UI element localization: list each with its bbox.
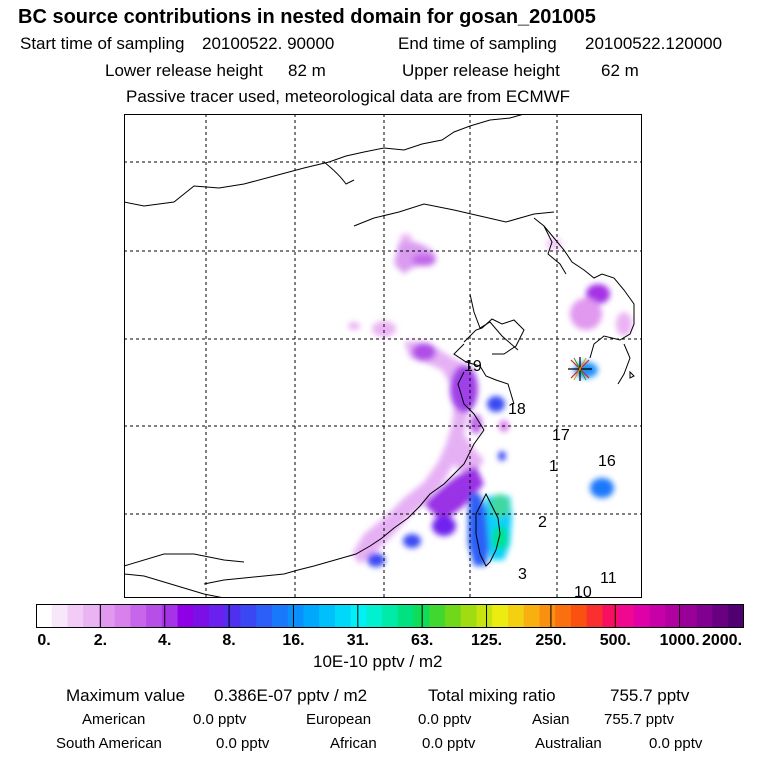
region-value-african: 0.0 pptv xyxy=(422,735,476,752)
colorbar-cell xyxy=(303,604,320,628)
colorbar-cell xyxy=(334,604,352,628)
colorbar-cell xyxy=(193,604,210,628)
region-name-american: American xyxy=(82,711,146,728)
colorbar-units: 10E-10 pptv / m2 xyxy=(313,652,443,671)
colorbar-cell xyxy=(256,604,273,628)
colorbar-cell xyxy=(649,604,666,628)
colorbar-cell xyxy=(586,604,603,628)
region-name-african: African xyxy=(330,735,377,752)
region-name-south-american: South American xyxy=(56,735,162,752)
colorbar-tick-label: 125. xyxy=(470,632,503,649)
colorbar-cell xyxy=(508,604,525,628)
region-value-american: 0.0 pptv xyxy=(193,711,247,728)
colorbar-cell xyxy=(539,604,556,628)
lower-release-label: Lower release height xyxy=(105,61,263,80)
colorbar-cell xyxy=(51,604,69,628)
colorbar-cell xyxy=(114,604,131,628)
region-value-australian: 0.0 pptv xyxy=(649,735,703,752)
colorbar-cell xyxy=(209,604,226,628)
colorbar-cell xyxy=(681,604,698,628)
plot-title: BC source contributions in nested domain… xyxy=(18,6,596,28)
receptor-marker xyxy=(568,357,592,381)
colorbar-cell xyxy=(224,604,242,628)
end-time-value: 20100522.120000 xyxy=(585,34,723,53)
region-labels: 19 18 17 1 16 2 3 11 10 xyxy=(464,358,617,598)
colorbar-cell xyxy=(350,604,367,628)
colorbar-cell xyxy=(161,604,179,628)
colorbar-cell xyxy=(555,604,572,628)
region-name-european: European xyxy=(306,711,372,728)
map-label: 17 xyxy=(552,427,570,444)
map-label: 18 xyxy=(508,401,526,418)
colorbar-cell xyxy=(319,604,336,628)
max-value-label: Maximum value xyxy=(66,686,186,705)
colorbar-cell xyxy=(492,604,509,628)
colorbar-cell xyxy=(602,604,619,628)
colorbar-tick-label: 0. xyxy=(37,632,51,649)
colorbar xyxy=(36,604,744,628)
colorbar-cell xyxy=(618,604,635,628)
colorbar-cell xyxy=(445,604,462,628)
colorbar-tick-label: 2000. xyxy=(701,632,743,649)
source-contribution-map: 19 18 17 1 16 2 3 11 10 xyxy=(124,114,642,598)
colorbar-cell xyxy=(146,604,163,628)
colorbar-tick-label: 63. xyxy=(411,632,434,649)
map-label: 3 xyxy=(518,566,527,583)
colorbar-tick-label: 1000. xyxy=(659,632,700,649)
colorbar-cell xyxy=(728,604,744,628)
colorbar-cell xyxy=(67,604,84,628)
colorbar-tick-label: 31. xyxy=(346,632,369,649)
colorbar-cell xyxy=(476,604,493,628)
colorbar-cell xyxy=(287,604,305,628)
region-value-south-american: 0.0 pptv xyxy=(216,735,270,752)
colorbar-tick-label: 2. xyxy=(93,632,108,649)
upper-release-value: 62 m xyxy=(601,61,639,80)
lower-release-value: 82 m xyxy=(288,61,326,80)
colorbar-cell xyxy=(130,604,147,628)
colorbar-tick-label: 250. xyxy=(535,632,567,649)
colorbar-cell xyxy=(382,604,399,628)
region-name-australian: Australian xyxy=(535,735,602,752)
colorbar-cell xyxy=(397,604,415,628)
colorbar-tick-label: 16. xyxy=(282,632,305,649)
colorbar-tick-label: 4. xyxy=(158,632,172,649)
colorbar-tick-label: 500. xyxy=(599,632,631,649)
map-label: 19 xyxy=(464,358,482,375)
colorbar-cell xyxy=(712,604,729,628)
region-value-asian: 755.7 pptv xyxy=(604,711,675,728)
colorbar-cell xyxy=(523,604,541,628)
map-label: 16 xyxy=(598,453,616,470)
colorbar-cell xyxy=(429,604,446,628)
map-label: 1 xyxy=(549,458,558,475)
colorbar-tick-label: 8. xyxy=(222,632,236,649)
colorbar-cell xyxy=(98,604,116,628)
end-time-label: End time of sampling xyxy=(398,34,557,53)
total-mixing-value: 755.7 pptv xyxy=(610,686,690,705)
colorbar-cell xyxy=(240,604,257,628)
graticule xyxy=(124,114,642,598)
colorbar-cell xyxy=(272,604,289,628)
colorbar-cell xyxy=(177,604,194,628)
colorbar-cell xyxy=(366,604,383,628)
start-time-value: 20100522. 90000 xyxy=(202,34,335,53)
colorbar-cell xyxy=(460,604,478,628)
tracer-note: Passive tracer used, meteorological data… xyxy=(126,87,571,106)
map-label: 10 xyxy=(574,584,592,598)
map-label: 11 xyxy=(600,570,617,587)
colorbar-cell xyxy=(633,604,651,628)
colorbar-cell xyxy=(696,604,714,628)
emission-plume xyxy=(348,234,632,567)
colorbar-cell xyxy=(665,604,682,628)
map-label: 2 xyxy=(538,514,547,531)
total-mixing-label: Total mixing ratio xyxy=(428,686,556,705)
region-value-european: 0.0 pptv xyxy=(418,711,472,728)
colorbar-cell xyxy=(570,604,588,628)
colorbar-cell xyxy=(36,604,53,628)
start-time-label: Start time of sampling xyxy=(20,34,185,53)
region-name-asian: Asian xyxy=(532,711,570,728)
max-value: 0.386E-07 pptv / m2 xyxy=(214,686,368,705)
colorbar-cell xyxy=(83,604,100,628)
upper-release-label: Upper release height xyxy=(402,61,560,80)
